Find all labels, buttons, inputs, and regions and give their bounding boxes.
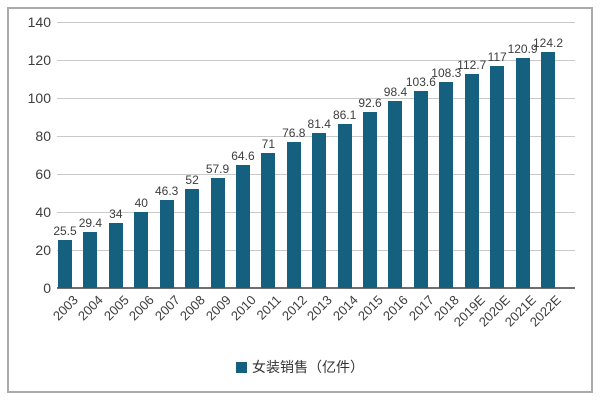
bar bbox=[58, 239, 72, 288]
y-tick-label: 100 bbox=[27, 90, 51, 106]
bar-value-label: 117 bbox=[487, 49, 507, 64]
bar-value-label: 46.3 bbox=[154, 184, 179, 199]
bar-value-label: 112.7 bbox=[457, 57, 487, 72]
y-tick-label: 80 bbox=[35, 128, 51, 144]
bar-value-label: 57.9 bbox=[205, 162, 230, 176]
bar bbox=[541, 52, 555, 288]
bar bbox=[388, 101, 403, 288]
y-tick-label: 140 bbox=[27, 14, 51, 30]
bar bbox=[312, 133, 327, 288]
bar bbox=[413, 91, 428, 288]
y-tick-label: 0 bbox=[43, 280, 51, 296]
bar-value-label: 25.5 bbox=[53, 223, 77, 238]
bar bbox=[490, 65, 505, 288]
bar bbox=[235, 165, 250, 288]
bar-value-label: 76.8 bbox=[282, 126, 306, 141]
bar-value-label: 71 bbox=[261, 137, 276, 152]
x-axis-line bbox=[57, 287, 575, 289]
gridline bbox=[57, 60, 575, 61]
bar-value-label: 120.9 bbox=[507, 42, 538, 57]
legend-label: 女装销售（亿件） bbox=[252, 359, 364, 375]
bar bbox=[261, 153, 276, 288]
bar bbox=[464, 73, 479, 288]
plot-area: 0 20 40 60 80 100 120 140 25.5 2003 29.4 2004 34 2005… bbox=[28, 14, 575, 329]
bar-value-label: 81.4 bbox=[307, 117, 331, 132]
legend-swatch bbox=[236, 362, 247, 373]
y-tick-label: 20 bbox=[35, 242, 51, 258]
gridline bbox=[57, 98, 575, 99]
bar bbox=[363, 112, 378, 288]
bar-value-label: 40 bbox=[134, 196, 148, 210]
bar bbox=[210, 178, 225, 288]
bar-value-label: 124.2 bbox=[532, 36, 564, 51]
bar-value-label: 52 bbox=[185, 173, 199, 188]
bar bbox=[515, 58, 530, 288]
bar-value-label: 108.3 bbox=[431, 66, 462, 81]
bar-value-label: 92.6 bbox=[358, 96, 382, 111]
bar bbox=[439, 82, 454, 288]
bar bbox=[83, 232, 98, 288]
bar-value-label: 29.4 bbox=[78, 216, 103, 231]
bar bbox=[286, 142, 301, 288]
y-tick-label: 40 bbox=[35, 204, 51, 220]
bar bbox=[337, 124, 352, 288]
bar bbox=[185, 189, 200, 288]
bar bbox=[159, 200, 174, 288]
bar-value-label: 98.4 bbox=[383, 85, 408, 100]
y-tick-label: 120 bbox=[27, 52, 51, 68]
bar-value-label: 103.6 bbox=[405, 75, 436, 90]
bar-value-label: 34 bbox=[109, 207, 123, 222]
bar bbox=[134, 212, 149, 288]
legend: 女装销售（亿件） bbox=[9, 357, 591, 377]
chart-frame: 0 20 40 60 80 100 120 140 25.5 2003 29.4 2004 34 2005… bbox=[7, 7, 593, 393]
bar-value-label: 86.1 bbox=[332, 108, 357, 123]
bar-value-label: 64.6 bbox=[231, 149, 255, 164]
bar bbox=[108, 223, 123, 288]
gridline bbox=[57, 22, 575, 23]
y-tick-label: 60 bbox=[35, 166, 51, 182]
